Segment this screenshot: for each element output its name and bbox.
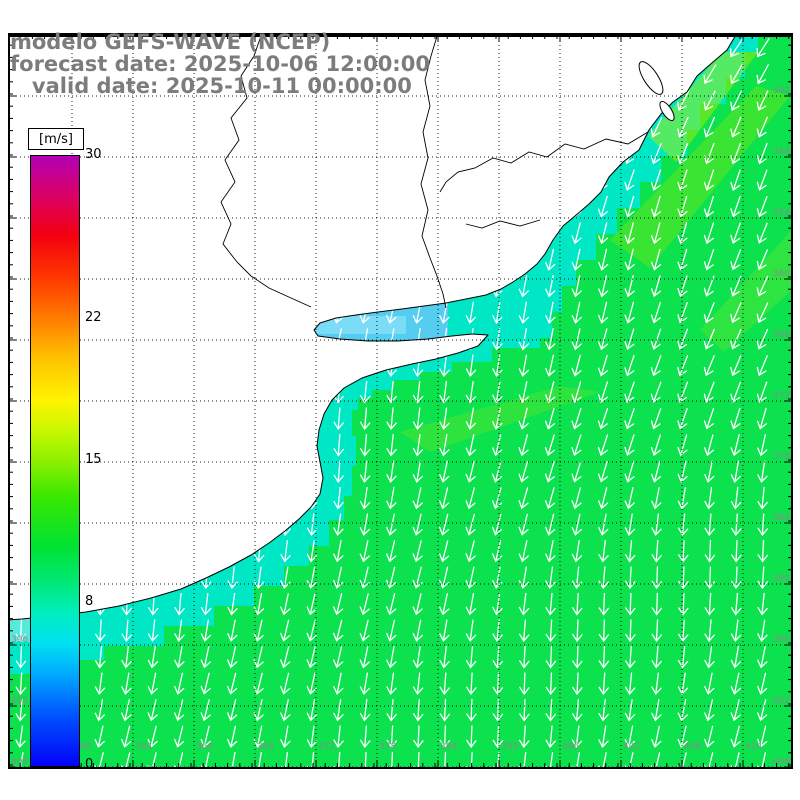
grid-index-label: 348 [74, 742, 91, 752]
grid-index-label: 384 [773, 513, 790, 523]
grid-index-label: 402 [773, 696, 790, 706]
colorbar-unit-label: [m/s] [28, 128, 84, 150]
grid-index-label: 354 [773, 208, 790, 218]
grid-index-label: 348 [773, 147, 790, 157]
grid-index-label: 378 [379, 742, 396, 752]
grid-index-label: 408 [684, 742, 701, 752]
map-frame-and-ticks [8, 33, 793, 769]
grid-index-label: 408 [11, 757, 28, 767]
grid-index-label: 396 [11, 635, 28, 645]
grid-index-label: 378 [773, 452, 790, 462]
grid-index-label: 408 [773, 757, 790, 767]
grid-index-label: 372 [318, 742, 335, 752]
grid-index-label: 402 [623, 742, 640, 752]
grid-index-label: 360 [196, 742, 213, 752]
grid-index-label: 342 [773, 86, 790, 96]
grid-index-label: 366 [773, 330, 790, 340]
grid-index-label: 390 [773, 574, 790, 584]
grid-index-label: 390 [501, 742, 518, 752]
graticule [9, 34, 792, 768]
colorbar-tick-label: 0 [85, 757, 94, 772]
grid-index-label: 372 [773, 391, 790, 401]
colorbar-tick-label: 15 [85, 452, 102, 467]
grid-index-label: 384 [440, 742, 457, 752]
title-block: modelo GEFS-WAVE (NCEP) forecast date: 2… [10, 31, 430, 97]
grid-index-label: 360 [773, 269, 790, 279]
land-layer [9, 34, 737, 621]
model-title: modelo GEFS-WAVE (NCEP) [10, 30, 331, 54]
grid-index-label: 366 [257, 742, 274, 752]
colorbar-tick-label: 8 [85, 594, 94, 610]
colorbar-gradient [30, 155, 80, 767]
grid-index-label: 414 [745, 742, 762, 752]
forecast-date: forecast date: 2025-10-06 12:00:00 [10, 52, 430, 76]
colorbar-tick-label: 30 [85, 147, 102, 162]
grid-index-label: 354 [135, 742, 152, 752]
grid-index-label: 396 [773, 635, 790, 645]
grid-index-labels: 342 348 354 360 366 372 378 384 390 396 402 408 348 3… [11, 86, 790, 767]
valid-date: valid date: 2025-10-11 00:00:00 [10, 74, 412, 98]
grid-index-label: 402 [11, 696, 28, 706]
colorbar-tick-label: 22 [85, 309, 102, 325]
grid-index-label: 396 [562, 742, 579, 752]
